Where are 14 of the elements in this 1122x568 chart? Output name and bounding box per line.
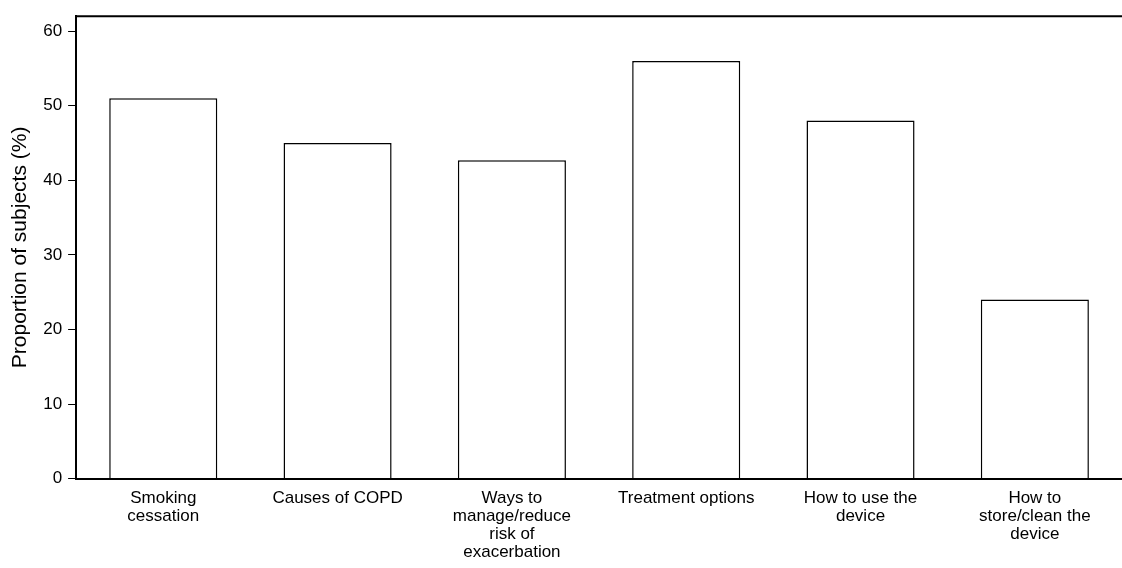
- y-tick-label: 40: [43, 169, 63, 189]
- x-tick-label: How to store/clean the device: [979, 488, 1091, 543]
- y-tick-label: 50: [43, 95, 63, 115]
- y-tick-label: 60: [43, 20, 63, 40]
- x-tick-label: Treatment options: [618, 488, 755, 508]
- y-axis-title: Proportion of subjects (%): [7, 126, 31, 369]
- x-tick-label: Smoking cessation: [127, 488, 200, 526]
- x-tick-label: Ways to manage/reduce risk of exacerbation: [452, 488, 571, 561]
- x-tick-label: Causes of COPD: [272, 488, 403, 508]
- y-tick-label: 10: [43, 393, 63, 413]
- x-tick-label: How to use the device: [803, 488, 918, 526]
- y-tick-label: 20: [43, 319, 63, 339]
- y-tick-label: 30: [43, 244, 63, 264]
- y-tick-label: 0: [52, 468, 63, 488]
